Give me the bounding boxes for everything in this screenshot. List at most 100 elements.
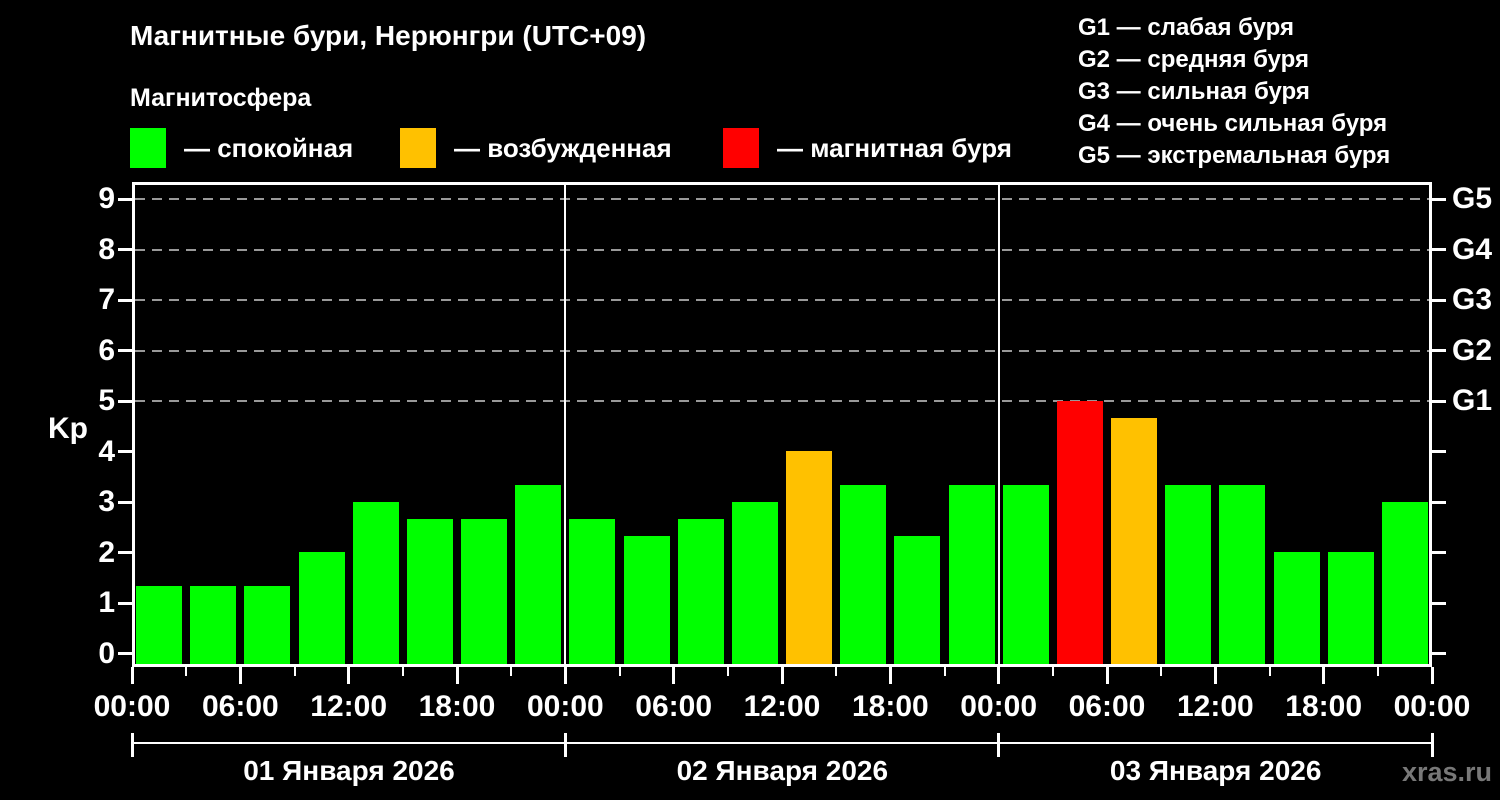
x-axis-minor-tick bbox=[726, 667, 729, 676]
kp-bar-quiet bbox=[677, 519, 724, 664]
g-axis-label-g4: G4 bbox=[1452, 232, 1493, 266]
kp-bar-active bbox=[786, 451, 832, 664]
y-tick-label: 8 bbox=[98, 232, 115, 266]
g-axis-label-g1: G1 bbox=[1452, 384, 1493, 417]
x-axis-minor-tick bbox=[401, 667, 404, 676]
gridline-kp5 bbox=[135, 400, 1429, 402]
x-axis-major-tick bbox=[1322, 667, 1326, 684]
x-axis-minor-tick bbox=[1160, 667, 1163, 676]
kp-bar-quiet bbox=[1219, 485, 1266, 664]
gridline-kp6 bbox=[135, 349, 1429, 352]
date-bracket-tick bbox=[563, 733, 567, 757]
y-axis-tick bbox=[118, 399, 132, 403]
y-tick-label: 4 bbox=[98, 434, 115, 468]
g-axis-label-g2: G2 bbox=[1452, 333, 1493, 367]
right-axis-tick bbox=[1432, 248, 1446, 251]
gridline-kp7 bbox=[135, 299, 1429, 301]
y-tick-label: 2 bbox=[98, 535, 115, 569]
kp-bar-quiet bbox=[461, 519, 507, 664]
legend-label-storm: — магнитная буря bbox=[777, 132, 1012, 163]
legend-item-storm: — магнитная буря bbox=[723, 127, 1012, 169]
g5-legend-line: G5 — экстремальная буря bbox=[1078, 142, 1391, 169]
x-axis-major-tick bbox=[1213, 667, 1217, 684]
right-axis-tick bbox=[1432, 399, 1446, 403]
kp-bar-quiet bbox=[569, 519, 616, 664]
x-tick-label: 18:00 bbox=[418, 690, 496, 723]
kp-bar-quiet bbox=[894, 536, 941, 664]
kp-bar-quiet bbox=[244, 586, 291, 664]
g-scale-legend: G1 — слабая буря G2 — средняя буря G3 — … bbox=[1078, 12, 1390, 172]
right-axis-tick bbox=[1432, 500, 1446, 504]
x-axis-major-tick bbox=[563, 667, 567, 684]
date-bracket-tick bbox=[1430, 733, 1434, 757]
y-axis-tick bbox=[118, 500, 132, 504]
x-tick-label: 00:00 bbox=[960, 690, 1038, 723]
kp-bar-quiet bbox=[948, 485, 995, 664]
date-label: 03 Января 2026 bbox=[1109, 755, 1322, 786]
storm-color-swatch bbox=[723, 128, 759, 168]
kp-bar-quiet bbox=[298, 552, 345, 664]
right-axis-tick bbox=[1432, 551, 1446, 554]
right-axis-tick bbox=[1432, 197, 1446, 201]
y-axis-label: Kp bbox=[48, 412, 88, 445]
x-axis-major-tick bbox=[888, 667, 892, 684]
kp-bar-active bbox=[1111, 418, 1157, 664]
x-axis-minor-tick bbox=[293, 667, 296, 676]
y-axis-tick bbox=[118, 601, 132, 605]
y-tick-label: 1 bbox=[98, 586, 115, 619]
x-axis-major-tick bbox=[238, 667, 242, 684]
g1-legend-line: G1 — слабая буря bbox=[1078, 14, 1295, 41]
active-color-swatch bbox=[400, 128, 436, 168]
gridline-kp9 bbox=[135, 198, 1429, 200]
x-tick-label: 18:00 bbox=[851, 690, 929, 723]
g3-legend-line: G3 — сильная буря bbox=[1078, 78, 1310, 105]
x-tick-label: 06:00 bbox=[1068, 690, 1146, 723]
kp-bar-quiet bbox=[190, 586, 237, 664]
legend-label-quiet: — спокойная bbox=[184, 132, 354, 163]
right-axis-tick bbox=[1432, 349, 1446, 352]
date-bracket-tick bbox=[130, 733, 134, 757]
g-axis-label-g5: G5 bbox=[1452, 182, 1493, 215]
legend-item-quiet: — спокойная bbox=[130, 127, 353, 169]
legend-item-active: — возбужденная bbox=[400, 127, 672, 169]
kp-bar-quiet bbox=[1327, 552, 1374, 664]
kp-bar-quiet bbox=[1381, 502, 1428, 664]
x-axis-minor-tick bbox=[1268, 667, 1271, 676]
x-axis-minor-tick bbox=[618, 667, 621, 676]
x-tick-label: 18:00 bbox=[1285, 690, 1363, 723]
kp-bar-quiet bbox=[731, 502, 778, 664]
gridline-kp8 bbox=[135, 248, 1429, 251]
y-axis-tick bbox=[118, 551, 132, 554]
date-label: 01 Января 2026 bbox=[243, 755, 455, 786]
y-axis-tick bbox=[118, 652, 132, 655]
x-tick-label: 12:00 bbox=[310, 690, 388, 723]
y-axis-tick bbox=[118, 349, 132, 352]
x-axis-major-tick bbox=[130, 667, 134, 684]
plot-area bbox=[132, 182, 1432, 667]
kp-bar-quiet bbox=[1165, 485, 1212, 664]
kp-bar-quiet bbox=[136, 586, 182, 664]
right-axis-tick bbox=[1432, 652, 1446, 655]
x-axis-minor-tick bbox=[835, 667, 838, 676]
x-axis-minor-tick bbox=[185, 667, 188, 676]
y-axis-tick bbox=[118, 298, 132, 302]
date-label: 02 Января 2026 bbox=[676, 755, 889, 786]
x-tick-label: 00:00 bbox=[1393, 690, 1471, 723]
day-separator bbox=[564, 185, 567, 664]
date-bracket-tick bbox=[997, 733, 1001, 757]
kp-bar-quiet bbox=[1273, 552, 1320, 664]
y-tick-label: 0 bbox=[98, 636, 115, 670]
y-axis-tick bbox=[118, 248, 132, 251]
x-tick-label: 00:00 bbox=[526, 690, 604, 723]
x-axis-major-tick bbox=[780, 667, 784, 684]
legend-label-active: — возбужденная bbox=[454, 132, 672, 163]
right-axis-tick bbox=[1432, 601, 1446, 605]
g-axis-label-g3: G3 bbox=[1452, 283, 1493, 316]
x-axis-major-tick bbox=[1105, 667, 1109, 684]
day-separator bbox=[997, 185, 1000, 664]
y-tick-label: 6 bbox=[98, 333, 115, 367]
quiet-color-swatch bbox=[130, 128, 166, 168]
x-axis-minor-tick bbox=[1051, 667, 1054, 676]
x-axis-minor-tick bbox=[510, 667, 513, 676]
